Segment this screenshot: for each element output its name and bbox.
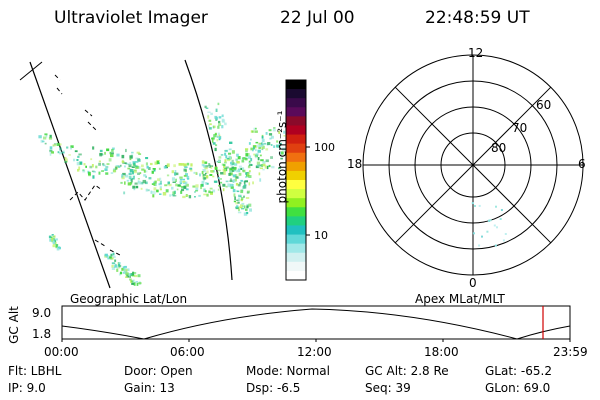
timeline-xtick-1800: 18:00 (424, 345, 459, 359)
timeline-ytick-top: 9.0 (32, 306, 52, 320)
ip-readout: IP: 9.0 (8, 381, 46, 395)
colorbar-cell (286, 234, 306, 245)
glat-readout: GLat: -65.2 (485, 364, 552, 378)
filter-readout: Flt: LBHL (8, 364, 62, 378)
lat-label-70: 70 (512, 121, 528, 135)
colorbar-cell (286, 116, 306, 126)
colorbar-cell (286, 98, 306, 108)
altitude-timeline (61, 305, 571, 342)
colorbar-cell (286, 216, 306, 226)
colorbar-cell (286, 243, 306, 254)
colorbar-tick-10: 10 (314, 229, 328, 242)
mlt-label-18: 18 (347, 157, 363, 171)
polar-plot (362, 54, 584, 276)
glon-readout: GLon: 69.0 (485, 381, 551, 395)
mode-readout: Mode: Normal (246, 364, 330, 378)
dsp-readout: Dsp: -6.5 (246, 381, 301, 395)
colorbar-cell (286, 198, 306, 208)
colorbar-cell (286, 252, 306, 263)
colorbar-cell (286, 189, 306, 199)
colorbar-cell (286, 261, 306, 272)
colorbar-tick-100: 100 (314, 141, 335, 154)
colorbar-cell (286, 270, 306, 281)
date-label: 22 Jul 00 (280, 8, 355, 28)
gain-readout: Gain: 13 (124, 381, 175, 395)
door-readout: Door: Open (124, 364, 193, 378)
colorbar-cell (286, 143, 306, 154)
lat-label-80: 80 (491, 141, 507, 155)
colorbar-cell (286, 207, 306, 217)
timeline-xtick-0000: 00:00 (44, 345, 79, 359)
timeline-ytick-bottom: 1.8 (32, 327, 52, 341)
geographic-image (19, 59, 286, 289)
mlt-label-6: 6 (578, 157, 586, 171)
lat-label-60: 60 (536, 98, 552, 112)
mlt-label-0: 0 (469, 276, 477, 290)
left-panel-label: Geographic Lat/Lon (70, 292, 188, 306)
app-title: Ultraviolet Imager (54, 8, 208, 28)
timeline-xtick-2359: 23:59 (553, 345, 588, 359)
seq-readout: Seq: 39 (365, 381, 411, 395)
colorbar-cell (286, 80, 306, 90)
colorbar-cell (286, 125, 306, 136)
colorbar-cell (286, 170, 306, 181)
timeline-xtick-1200: 12:00 (297, 345, 332, 359)
time-label: 22:48:59 UT (425, 8, 530, 28)
timeline-ylabel: GC Alt (7, 306, 21, 344)
colorbar-cell (286, 152, 306, 163)
timeline-xtick-0600: 06:00 (170, 345, 205, 359)
colorbar-cell (286, 89, 306, 99)
colorbar-cell (286, 225, 306, 236)
colorbar-label: photon cm⁻²s⁻¹ (275, 110, 289, 204)
colorbar-cell (286, 180, 306, 190)
mlt-label-12: 12 (468, 46, 484, 60)
colorbar (285, 79, 310, 281)
colorbar-cell (286, 134, 306, 145)
gc-alt-readout: GC Alt: 2.8 Re (365, 364, 449, 378)
right-panel-label: Apex MLat/MLT (415, 292, 505, 306)
colorbar-cell (286, 161, 306, 172)
colorbar-cell (286, 107, 306, 117)
